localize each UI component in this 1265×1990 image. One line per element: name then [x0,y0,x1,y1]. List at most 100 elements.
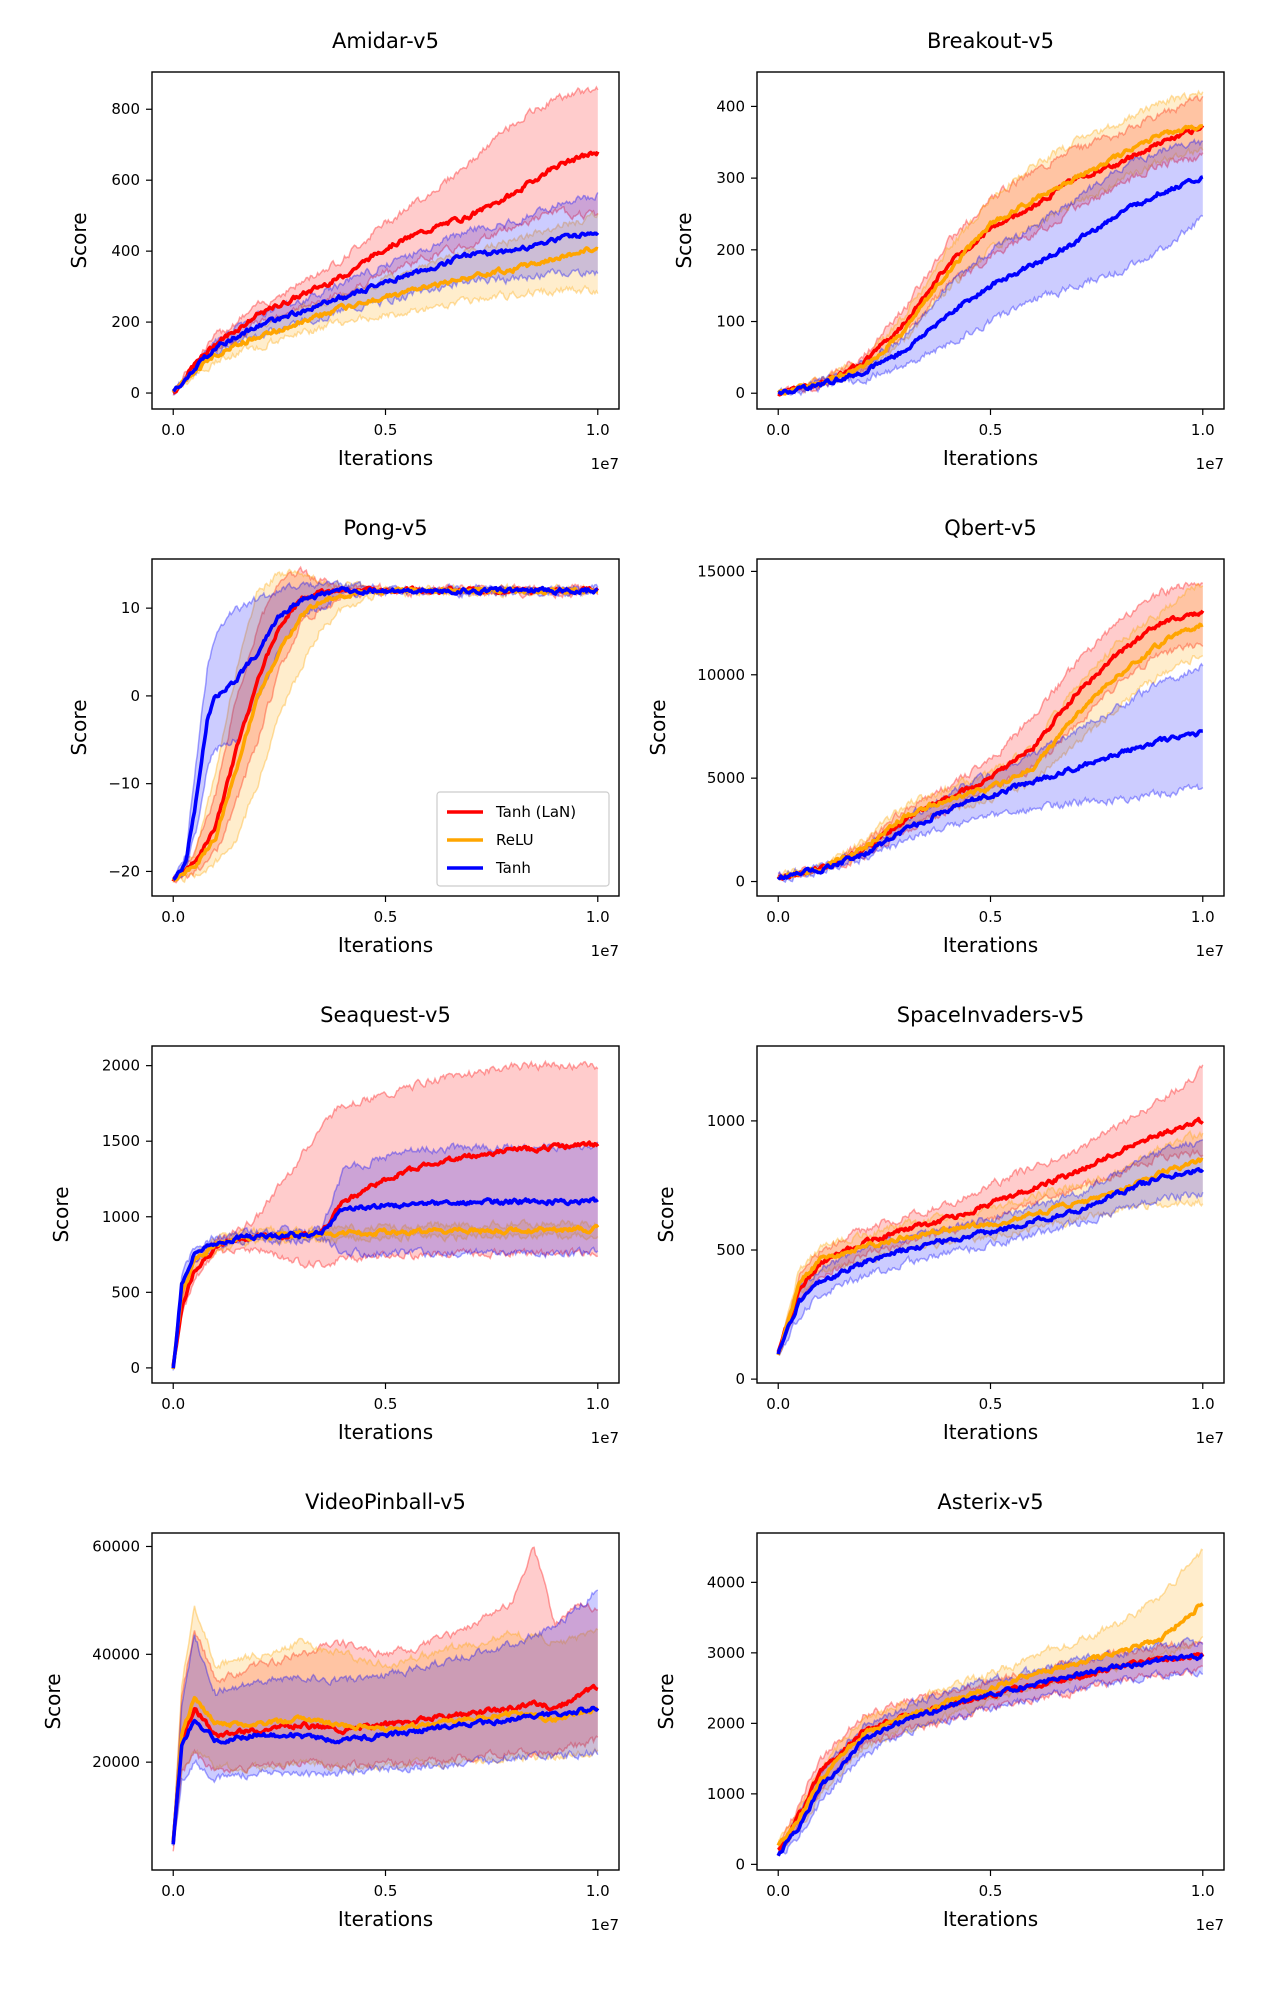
band-tanh [778,1139,1203,1355]
y-tick-label: 1000 [707,1785,745,1803]
band-tanh [778,139,1203,395]
y-tick-label: 2000 [707,1714,745,1732]
plot-area [776,581,1205,884]
y-axis-label: Score [654,1186,678,1242]
series-line-tanh [776,1167,1205,1355]
panel-breakout: 0.0 0.5 1.0 0 100 200 300 400 Breakout-v5 Iterati… [672,29,1225,473]
x-tick-label: 1.0 [586,908,610,926]
y-tick-label: 0 [735,1855,745,1873]
y-tick-label: 0 [735,873,745,891]
band-lower-relu [172,1229,599,1366]
series-line-tanh [776,1652,1204,1857]
band-tanh-lan [173,1061,598,1367]
y-axis-label: Score [646,699,670,755]
x-axis-label: Iterations [943,446,1038,470]
band-upper-tanh-lan [172,1546,598,1841]
band-lower-relu [172,1747,599,1846]
panel-asterix: 0.0 0.5 1.0 0 1000 2000 3000 4000 Asterix-v5 Iter… [654,1490,1225,1934]
x-offset-label: 1e7 [591,1916,619,1934]
y-tick-label: 400 [716,97,745,115]
band-upper-tanh-lan [777,1638,1203,1849]
y-tick-label: 800 [111,100,140,118]
band-tanh-lan [173,567,598,883]
x-tick-label: 0.0 [161,1882,185,1900]
y-tick-label: −10 [108,775,140,793]
series-line-tanh-lan [172,150,600,395]
band-lower-relu [777,654,1204,882]
x-tick-label: 0.0 [766,421,790,439]
y-tick-label: 10 [121,599,140,617]
panel-title: Asterix-v5 [937,1490,1043,1514]
band-relu [778,1131,1203,1354]
series-line-relu [776,1602,1204,1847]
x-tick-label: 0.0 [766,1882,790,1900]
x-tick-label: 1.0 [586,421,610,439]
x-tick-label: 0.5 [979,1395,1003,1413]
band-tanh-lan [173,87,598,396]
y-tick-label: 20000 [92,1753,140,1771]
x-offset-label: 1e7 [1196,942,1224,960]
panel-amidar: 0.0 0.5 1.0 0 200 400 600 800 Amidar-v5 Iteration… [67,29,620,473]
x-axis-label: Iterations [338,1420,433,1444]
band-lower-tanh [777,1191,1204,1357]
x-tick-label: 0.0 [161,1395,185,1413]
y-tick-label: 0 [735,384,745,402]
y-axis-label: Score [67,699,91,755]
band-upper-tanh-lan [172,565,599,881]
panel-title: Qbert-v5 [944,516,1036,540]
y-tick-label: 40000 [92,1645,140,1663]
band-tanh-lan [173,1547,598,1852]
panel-title: VideoPinball-v5 [305,1490,466,1514]
band-upper-tanh-lan [172,85,599,396]
series-line-tanh [171,1705,600,1845]
band-upper-tanh-lan [777,95,1204,396]
band-tanh [173,192,598,395]
plot-area [171,1059,600,1371]
band-upper-relu [172,1605,599,1836]
legend-label-tanh-lan: Tanh (LaN) [495,803,576,821]
x-tick-label: 0.5 [374,1395,398,1413]
band-lower-tanh [172,1234,599,1367]
plot-area [776,1064,1205,1357]
x-axis-label: Iterations [338,1907,433,1931]
band-upper-tanh-lan [777,581,1203,879]
y-axis-label: Score [672,212,696,268]
y-axis-label: Score [41,1673,65,1729]
series-line-tanh [172,585,599,881]
x-tick-label: 0.0 [161,421,185,439]
plot-area [171,565,600,884]
x-axis-label: Iterations [943,1420,1038,1444]
y-tick-label: 0 [130,1359,140,1377]
y-tick-label: 60000 [92,1537,140,1555]
band-lower-relu [777,1198,1204,1354]
y-tick-label: 400 [111,242,140,260]
y-tick-label: 0 [130,687,140,705]
x-offset-label: 1e7 [591,1429,619,1447]
panel-title: Breakout-v5 [927,29,1054,53]
panel-title: Amidar-v5 [332,29,439,53]
y-tick-label: 1000 [707,1112,745,1130]
x-tick-label: 1.0 [1191,1882,1215,1900]
band-tanh-lan [778,582,1203,880]
y-tick-label: −20 [108,862,140,880]
x-tick-label: 1.0 [1191,1395,1215,1413]
x-tick-label: 0.0 [161,908,185,926]
y-tick-label: 4000 [707,1573,745,1591]
band-lower-relu [172,284,599,394]
y-tick-label: 300 [716,169,745,187]
plot-area [776,1548,1205,1857]
series-line-relu [777,124,1204,396]
y-tick-label: 0 [735,1370,745,1388]
x-offset-label: 1e7 [1196,455,1224,473]
series-line-tanh [172,231,600,393]
band-lower-tanh-lan [172,205,599,394]
y-tick-label: 5000 [707,769,745,787]
y-tick-label: 1500 [102,1132,140,1150]
x-tick-label: 1.0 [586,1882,610,1900]
panel-qbert: 0.0 0.5 1.0 0 5000 10000 15000 Qbert-v5 Iteratio… [646,516,1225,960]
legend: Tanh (LaN) ReLU Tanh [436,791,610,887]
x-tick-label: 0.5 [979,1882,1003,1900]
x-axis-label: Iterations [338,446,433,470]
